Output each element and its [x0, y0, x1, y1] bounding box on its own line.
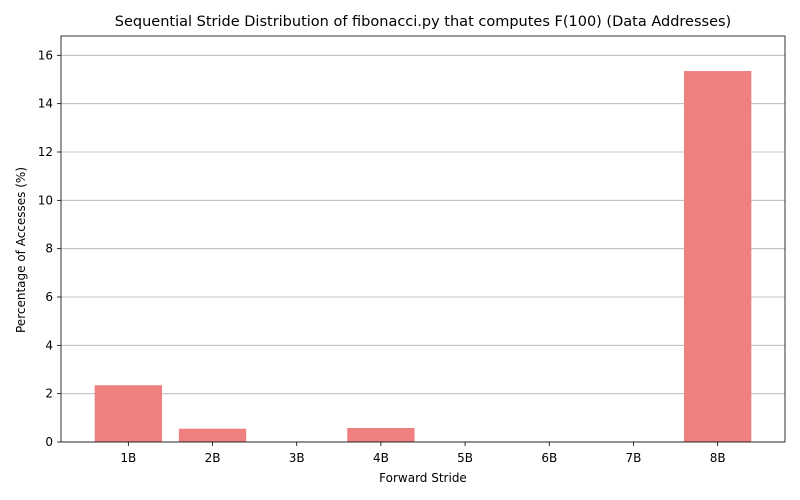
bar-4B — [347, 427, 415, 442]
x-tick-label: 8B — [710, 451, 726, 465]
y-tick-label: 2 — [45, 387, 53, 401]
y-tick-label: 14 — [38, 97, 53, 111]
x-tick-label: 4B — [373, 451, 389, 465]
x-tick-label: 5B — [457, 451, 473, 465]
chart-title: Sequential Stride Distribution of fibona… — [115, 14, 731, 30]
y-gridlines — [61, 54, 785, 443]
y-axis-label: Percentage of Accesses (%) — [14, 167, 28, 333]
y-tick-label: 0 — [45, 435, 53, 449]
x-tick-label: 1B — [120, 451, 136, 465]
y-tick-label: 12 — [38, 145, 53, 159]
x-tick-label: 2B — [205, 451, 221, 465]
x-tick-label: 6B — [541, 451, 557, 465]
bar-2B — [178, 428, 247, 442]
bar-1B — [94, 385, 163, 442]
y-axis-ticks: 0 2 4 6 8 10 12 14 16 — [38, 48, 61, 449]
bars — [94, 71, 752, 443]
x-axis-label: Forward Stride — [379, 471, 467, 485]
y-tick-label: 16 — [38, 48, 53, 62]
y-tick-label: 10 — [38, 193, 53, 207]
y-tick-label: 4 — [45, 338, 53, 352]
y-tick-label: 6 — [45, 290, 53, 304]
plot-frame — [60, 35, 786, 443]
x-tick-label: 7B — [626, 451, 642, 465]
x-tick-label: 3B — [289, 451, 305, 465]
x-axis-ticks: 1B 2B 3B 4B 5B 6B 7B 8B — [120, 442, 726, 465]
bar-8B — [683, 71, 752, 443]
y-tick-label: 8 — [45, 242, 53, 256]
